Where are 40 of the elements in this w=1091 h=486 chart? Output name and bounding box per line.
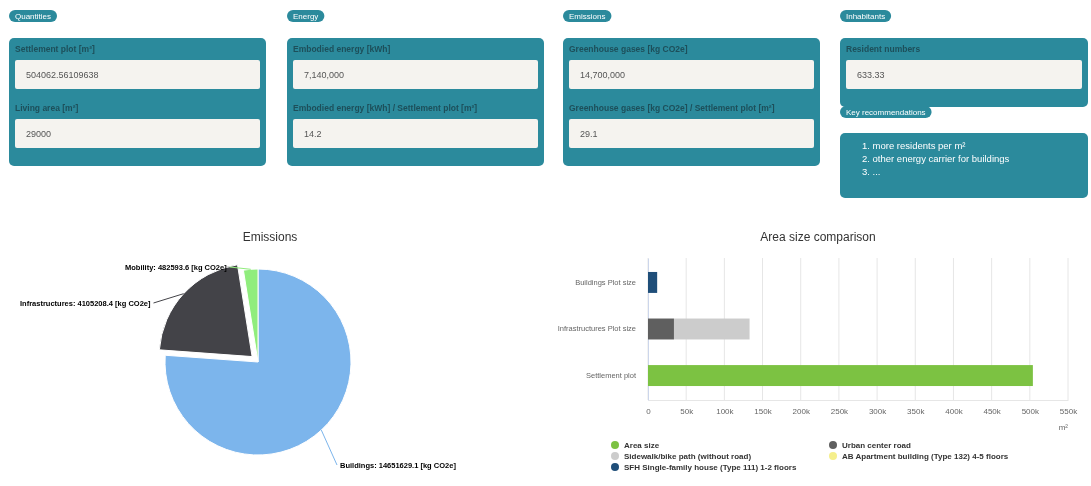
- text: Resident numbers: [846, 44, 921, 54]
- text: Inhabitants: [846, 12, 886, 21]
- legend-label: SFH Single-family house (Type 111) 1-2 floors: [624, 463, 797, 472]
- text: Emissions: [569, 12, 606, 21]
- legend-label: Urban center road: [842, 441, 912, 450]
- x-tick-label: 500k: [1021, 406, 1040, 416]
- text: Living area [m²]: [15, 103, 79, 113]
- text: 29.1: [580, 129, 598, 139]
- x-tick-label: 300k: [868, 406, 888, 416]
- x-tick-label: 400k: [945, 406, 964, 416]
- x-tick-label: 100k: [716, 406, 735, 416]
- x-tick-label: 450k: [983, 406, 1002, 416]
- text: Greenhouse gases [kg CO2e]: [569, 44, 688, 54]
- legend-label: Area size: [624, 441, 660, 450]
- x-tick-label: 50k: [680, 406, 695, 416]
- text: Key recommendations: [846, 108, 926, 117]
- x-tick-label: 550k: [1059, 406, 1079, 416]
- text: Settlement plot [m²]: [15, 44, 95, 54]
- x-tick-label: 150k: [754, 406, 773, 416]
- text: Energy: [293, 12, 319, 21]
- text: 633.33: [857, 70, 885, 80]
- chart-title: Emissions: [242, 230, 298, 244]
- text: Embodied energy [kWh] / Settlement plot [m²]: [293, 103, 478, 113]
- x-tick-label: 350k: [907, 406, 926, 416]
- text: 7,140,000: [304, 70, 345, 80]
- text: 14,700,000: [580, 70, 626, 80]
- legend-label: Sidewalk/bike path (without road): [624, 452, 752, 461]
- x-axis-title: m²: [1058, 423, 1069, 432]
- text: Greenhouse gases [kg CO2e] / Settlement plot [m²]: [569, 103, 775, 113]
- text: 29000: [26, 129, 52, 139]
- x-tick-label: 0: [646, 406, 652, 416]
- text: 504062.56109638: [26, 70, 99, 80]
- text: Quantities: [15, 12, 52, 21]
- text: 1. more residents per m² 2. other energy carrier for buildings 3. ...: [862, 140, 1010, 177]
- x-tick-label: 250k: [830, 406, 850, 416]
- text: 14.2: [304, 129, 322, 139]
- legend-label: AB Apartment building (Type 132) 4-5 floors: [842, 452, 1009, 461]
- chart-title: Area size comparison: [760, 230, 876, 244]
- x-tick-label: 200k: [792, 406, 811, 416]
- text: Embodied energy [kWh]: [293, 44, 391, 54]
